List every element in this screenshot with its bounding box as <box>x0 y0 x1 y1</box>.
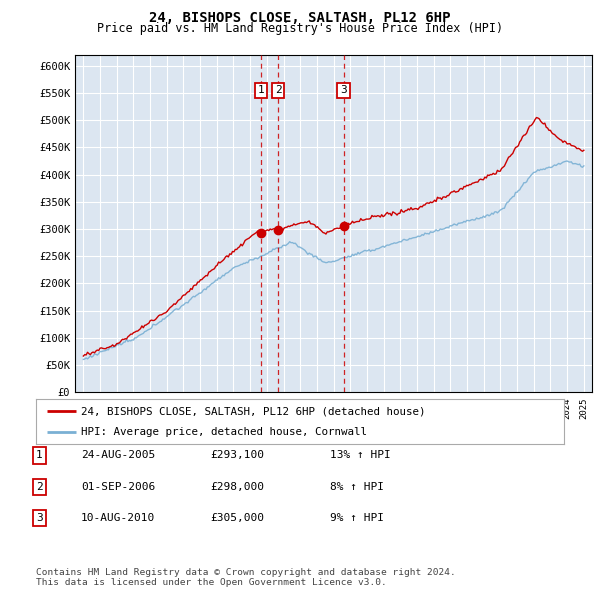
Text: 2: 2 <box>36 482 43 491</box>
Text: 1: 1 <box>257 86 265 96</box>
Text: 24-AUG-2005: 24-AUG-2005 <box>81 451 155 460</box>
Text: £305,000: £305,000 <box>210 513 264 523</box>
Text: £293,100: £293,100 <box>210 451 264 460</box>
Text: 2: 2 <box>275 86 281 96</box>
Text: 01-SEP-2006: 01-SEP-2006 <box>81 482 155 491</box>
Text: 13% ↑ HPI: 13% ↑ HPI <box>330 451 391 460</box>
Text: 24, BISHOPS CLOSE, SALTASH, PL12 6HP: 24, BISHOPS CLOSE, SALTASH, PL12 6HP <box>149 11 451 25</box>
Text: 3: 3 <box>36 513 43 523</box>
Text: HPI: Average price, detached house, Cornwall: HPI: Average price, detached house, Corn… <box>81 427 367 437</box>
Text: Contains HM Land Registry data © Crown copyright and database right 2024.
This d: Contains HM Land Registry data © Crown c… <box>36 568 456 587</box>
Text: 24, BISHOPS CLOSE, SALTASH, PL12 6HP (detached house): 24, BISHOPS CLOSE, SALTASH, PL12 6HP (de… <box>81 407 425 417</box>
Text: £298,000: £298,000 <box>210 482 264 491</box>
Text: 1: 1 <box>36 451 43 460</box>
Text: 3: 3 <box>340 86 347 96</box>
Text: 10-AUG-2010: 10-AUG-2010 <box>81 513 155 523</box>
Text: 9% ↑ HPI: 9% ↑ HPI <box>330 513 384 523</box>
Text: 8% ↑ HPI: 8% ↑ HPI <box>330 482 384 491</box>
Text: Price paid vs. HM Land Registry's House Price Index (HPI): Price paid vs. HM Land Registry's House … <box>97 22 503 35</box>
